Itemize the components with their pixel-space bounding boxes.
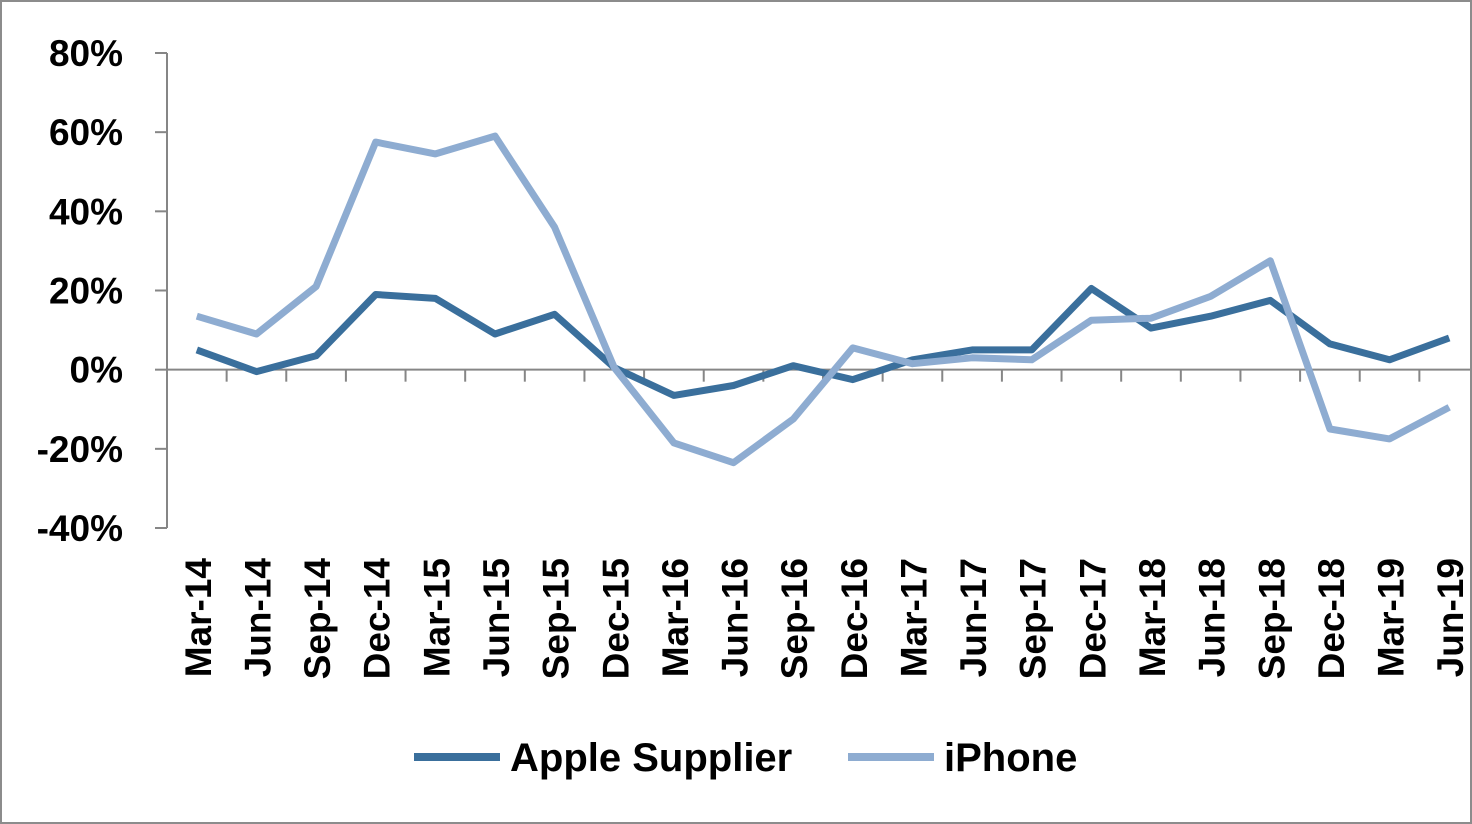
x-tick-label: Jun-17 bbox=[953, 558, 994, 677]
y-tick-label: 40% bbox=[49, 191, 123, 232]
y-tick-label: 0% bbox=[70, 350, 123, 391]
x-tick-label: Dec-17 bbox=[1072, 558, 1113, 679]
x-tick-label: Mar-19 bbox=[1371, 558, 1412, 677]
x-tick-label: Sep-17 bbox=[1013, 558, 1054, 679]
y-tick-label: -40% bbox=[37, 508, 123, 549]
x-tick-label: Mar-15 bbox=[416, 558, 457, 677]
x-tick-label: Sep-14 bbox=[297, 558, 338, 680]
x-tick-label: Jun-16 bbox=[715, 558, 756, 677]
x-tick-label: Sep-16 bbox=[774, 558, 815, 679]
y-axis: 80% 60% 40% 20% 0% -20% -40% bbox=[37, 33, 168, 549]
series-lines bbox=[195, 132, 1451, 467]
x-tick-label: Jun-15 bbox=[476, 558, 517, 677]
y-tick-label: 60% bbox=[49, 112, 123, 153]
x-tick-label: Jun-19 bbox=[1430, 558, 1470, 677]
x-tick-label: Jun-14 bbox=[237, 558, 278, 678]
x-tick-label: Sep-18 bbox=[1251, 558, 1292, 679]
x-tick-label: Dec-14 bbox=[357, 558, 398, 680]
y-tick-label: 80% bbox=[49, 33, 123, 74]
y-tick-label: -20% bbox=[37, 429, 123, 470]
x-tick-label: Mar-18 bbox=[1132, 558, 1173, 677]
x-tick-label: Mar-14 bbox=[178, 558, 219, 678]
legend-label: iPhone bbox=[944, 736, 1077, 780]
x-axis: Mar-14 Jun-14 Sep-14 Dec-14 Mar-15 Jun-15 Sep-… bbox=[167, 368, 1470, 680]
series-line-iphone bbox=[195, 132, 1451, 467]
y-tick-label: 20% bbox=[49, 271, 123, 312]
x-tick-label: Mar-17 bbox=[893, 558, 934, 677]
x-tick-label: Mar-16 bbox=[655, 558, 696, 677]
x-tick-label: Dec-16 bbox=[834, 558, 875, 679]
x-tick-label: Dec-15 bbox=[595, 558, 636, 679]
legend: Apple Supplier iPhone bbox=[414, 736, 1077, 780]
legend-label: Apple Supplier bbox=[510, 736, 792, 780]
series-line-apple-supplier bbox=[195, 285, 1451, 399]
x-tick-label: Jun-18 bbox=[1192, 558, 1233, 677]
x-tick-label: Sep-15 bbox=[536, 558, 577, 679]
x-tick-label: Dec-18 bbox=[1311, 558, 1352, 679]
